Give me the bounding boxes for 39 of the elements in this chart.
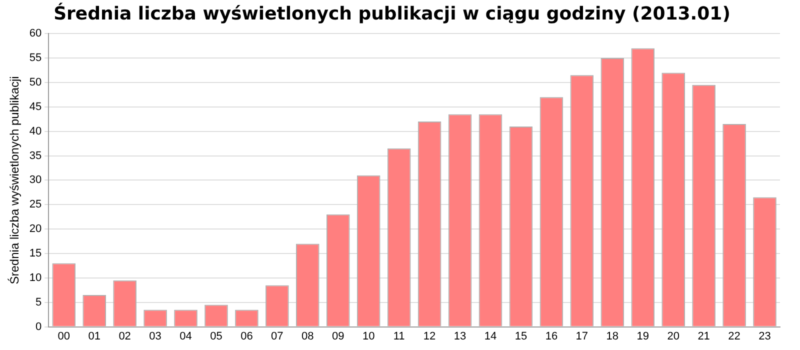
x-tick-label: 10 [362, 330, 375, 342]
x-tick-label: 17 [576, 330, 588, 342]
x-tick-label: 23 [758, 330, 771, 342]
y-tick-label: 35 [29, 150, 42, 162]
x-tick-label: 01 [88, 330, 100, 342]
x-tick-label: 00 [58, 330, 70, 342]
x-tick-label: 02 [118, 330, 131, 342]
x-tick-label: 06 [240, 330, 253, 342]
y-tick-label: 20 [29, 223, 42, 236]
x-tick-label: 16 [545, 330, 558, 342]
x-tick-label: 04 [180, 330, 192, 342]
y-tick-label: 5 [36, 296, 42, 308]
y-tick-label: 10 [29, 272, 42, 284]
x-tick-label: 18 [606, 330, 619, 342]
y-tick-label: 50 [29, 76, 42, 88]
x-tick-label: 21 [698, 330, 710, 342]
x-tick-label: 22 [728, 330, 740, 342]
y-axis-title: Średnia liczba wyświetlonych publikacji [8, 76, 22, 284]
y-tick-label: 55 [29, 52, 42, 64]
y-tick-label: 60 [29, 28, 42, 40]
y-tick-label: 40 [29, 125, 42, 138]
x-tick-label: 20 [667, 330, 680, 342]
x-tick-label: 15 [514, 330, 528, 342]
y-tick-label: 15 [29, 248, 42, 260]
x-tick-label: 14 [484, 330, 497, 342]
x-tick-label: 09 [332, 330, 344, 342]
x-tick-label: 05 [210, 330, 222, 342]
chart-title: Średnia liczba wyświetlonych publikacji w ciągu godziny (2013.01) [54, 2, 730, 24]
x-tick-label: 08 [302, 330, 314, 342]
x-tick-label: 13 [454, 330, 466, 342]
x-tick-label: 11 [393, 330, 405, 342]
y-tick-label: 25 [29, 198, 42, 211]
x-tick-label: 12 [423, 330, 436, 342]
y-tick-label: 0 [36, 320, 42, 333]
x-tick-label: 07 [271, 330, 284, 342]
y-tick-label: 30 [29, 174, 42, 186]
x-tick-label: 19 [636, 330, 649, 342]
x-tick-label: 03 [149, 330, 162, 342]
y-tick-label: 45 [29, 100, 42, 113]
